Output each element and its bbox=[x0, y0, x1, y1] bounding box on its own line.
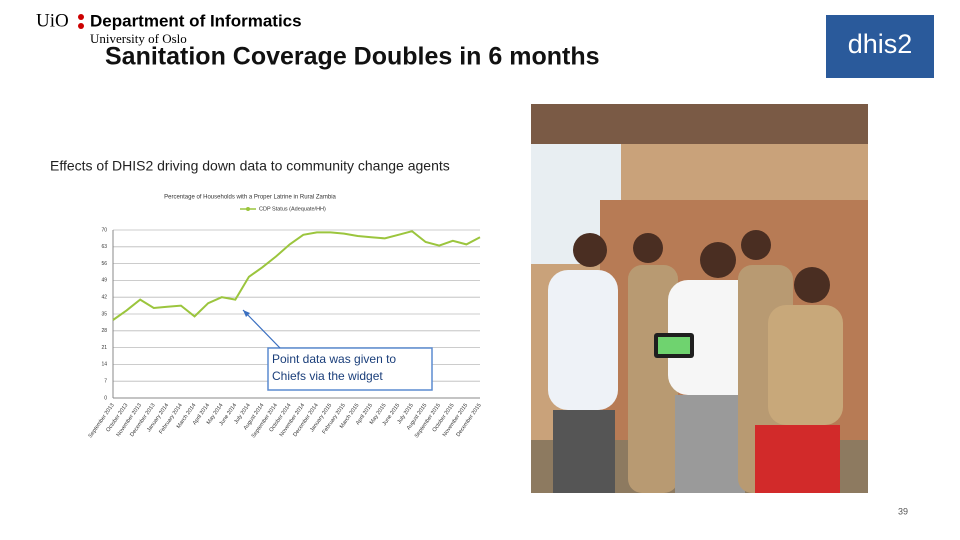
y-tick-label: 35 bbox=[101, 311, 107, 317]
y-tick-label: 0 bbox=[104, 395, 107, 401]
slide-number: 39 bbox=[898, 506, 908, 516]
university: University of Oslo bbox=[90, 31, 187, 46]
y-tick-label: 21 bbox=[101, 345, 107, 351]
y-tick-label: 28 bbox=[101, 328, 107, 334]
brand-text: dhis2 bbox=[848, 29, 913, 59]
logo-dot bbox=[78, 14, 84, 20]
y-tick-label: 7 bbox=[104, 379, 107, 385]
annotation-wrap: Point data was given to Chiefs via the w… bbox=[272, 352, 397, 383]
photo bbox=[531, 104, 868, 493]
legend-dot bbox=[246, 207, 250, 211]
y-tick-label: 56 bbox=[101, 261, 107, 267]
annotation: Point data was given to Chiefs via the w… bbox=[272, 352, 397, 383]
annotation-box bbox=[267, 347, 433, 391]
y-tick-label: 42 bbox=[101, 295, 107, 301]
uio-logo: UiO bbox=[36, 10, 69, 31]
legend-label: CDP Status (Adequate/HH) bbox=[259, 206, 326, 212]
arrow-head bbox=[243, 310, 250, 317]
y-tick-label: 14 bbox=[101, 362, 107, 368]
caption: Effects of DHIS2 driving down data to co… bbox=[50, 158, 450, 174]
y-tick-label: 49 bbox=[101, 278, 107, 284]
department: Department of Informatics bbox=[90, 11, 302, 30]
chart-title: Percentage of Households with a Proper L… bbox=[164, 195, 336, 201]
logo-dot bbox=[78, 23, 84, 29]
y-tick-label: 63 bbox=[101, 244, 107, 250]
y-tick-label: 70 bbox=[101, 227, 107, 233]
brand-logo bbox=[826, 15, 934, 78]
slide-title: Sanitation Coverage Doubles in 6 months bbox=[105, 43, 600, 71]
data-line bbox=[112, 230, 481, 321]
annotation-arrow bbox=[242, 309, 281, 349]
